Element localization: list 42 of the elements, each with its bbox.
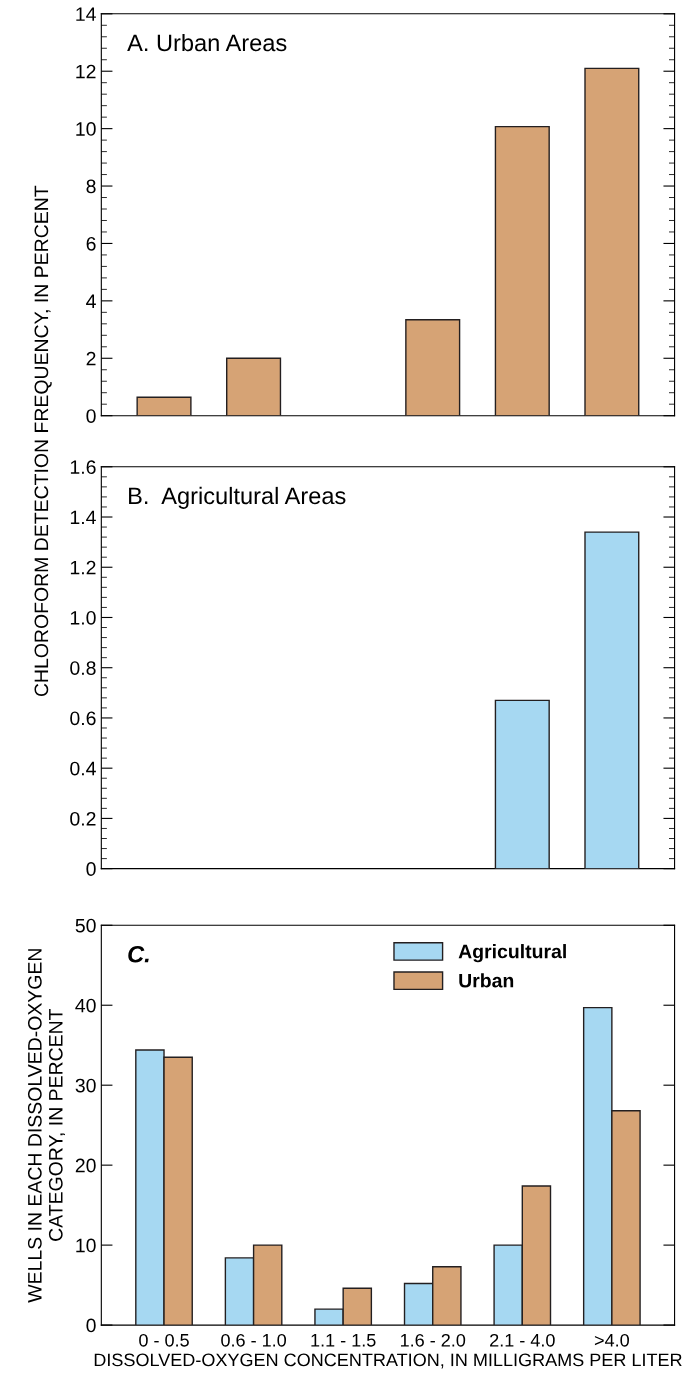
y-tick-label: 0 <box>86 862 96 876</box>
bar <box>405 319 461 416</box>
y-tick-label: 0.2 <box>70 811 96 826</box>
x-tick-label: 1.6 - 2.0 <box>400 1333 466 1347</box>
y-tick-label: 50 <box>75 918 96 933</box>
y-tick-label: 0.8 <box>70 661 96 675</box>
bar <box>584 67 640 416</box>
y-tick-label: 1.4 <box>70 510 96 525</box>
x-tick-label: 1.1 - 1.5 <box>311 1334 376 1347</box>
y-tick-label: 14 <box>76 7 96 21</box>
x-tick-label: 0 - 0.5 <box>139 1333 189 1347</box>
y-tick-label: 8 <box>86 179 96 194</box>
x-axis-title: DISSOLVED-OXYGEN CONCENTRATION, IN MILLIGRAMS PER LITER <box>94 1353 682 1369</box>
y-tick-label: 0 <box>86 409 96 423</box>
x-tick-label: 0.6 - 1.0 <box>221 1333 287 1347</box>
y-tick-label: 2 <box>86 351 96 366</box>
bar <box>494 125 550 416</box>
y-tick-label: 0.4 <box>70 761 96 776</box>
legend-label: Agricultural <box>458 944 566 963</box>
bar <box>226 357 282 416</box>
y-tick-label: 20 <box>75 1158 96 1173</box>
x-tick-label: >4.0 <box>594 1333 629 1347</box>
text: B. Agricultural Areas <box>129 486 346 509</box>
y-tick-label: 0.6 <box>70 711 96 726</box>
y-tick-label: 12 <box>76 64 96 79</box>
y-tick-label: 6 <box>86 236 96 251</box>
legend-label: Urban <box>459 973 514 988</box>
y-tick-label: 10 <box>76 1238 96 1253</box>
text: A. Urban Areas <box>127 33 287 52</box>
y-axis-title: WELLS IN EACH DISSOLVED-OXYGEN CATEGORY, IN PERCENT <box>27 949 65 1303</box>
y-tick-label: 1.2 <box>70 560 96 575</box>
y-tick-label: 30 <box>75 1078 96 1093</box>
bar <box>136 396 192 416</box>
text: C. <box>128 945 149 963</box>
y-tick-label: 4 <box>86 294 96 308</box>
y-tick-label: 0 <box>86 1318 96 1333</box>
y-tick-label: 10 <box>76 122 96 136</box>
y-tick-label: 1.6 <box>70 460 96 475</box>
y-axis-title: CHLOROFORM DETECTION FREQUENCY, IN PERCENT <box>34 185 52 697</box>
y-tick-label: 40 <box>75 998 96 1013</box>
y-tick-label: 1.0 <box>70 610 96 625</box>
x-tick-label: 2.1 - 4.0 <box>490 1333 555 1347</box>
